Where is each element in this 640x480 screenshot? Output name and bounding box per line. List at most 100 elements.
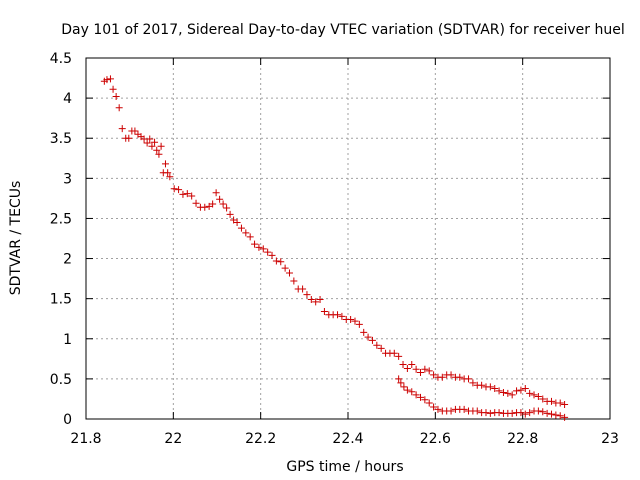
upper-branch-point [223,204,231,212]
upper-branch-point [355,320,363,328]
upper-branch-point [416,368,424,376]
upper-branch-point [153,146,161,154]
upper-branch-point [504,389,512,397]
upper-branch-point [212,189,220,197]
upper-branch-point [469,379,477,387]
chart-title: Day 101 of 2017, Sidereal Day-to-day VTE… [61,22,624,38]
lower-branch-point [495,409,503,417]
lower-branch-point [526,409,534,417]
upper-branch-point [338,312,346,320]
lower-branch-point [473,407,481,415]
upper-branch-point [539,395,547,403]
upper-branch-point [299,285,307,293]
y-axis-label: SDTVAR / TECUs [8,181,24,296]
upper-branch-point [272,257,280,265]
y-tick-label: 0 [63,412,72,428]
lower-branch-point [425,399,433,407]
lower-branch-point [547,410,555,418]
upper-branch-point [495,387,503,395]
upper-branch-point [216,195,224,203]
grid-lines [86,58,610,419]
x-tick-label: 22.8 [507,431,538,447]
lower-branch-point [539,408,547,416]
x-tick-label: 22 [164,431,182,447]
upper-branch-point [277,258,285,266]
upper-branch-point [131,127,139,135]
upper-branch-point [491,385,499,393]
upper-branch-point [233,218,241,226]
upper-branch-point [259,245,267,253]
upper-branch-point [547,397,555,405]
upper-branch-point [103,76,111,84]
upper-branch-point [161,160,169,168]
upper-branch-point [368,336,376,344]
lower-branch-point [534,407,542,415]
y-tick-label: 4 [63,91,72,107]
upper-branch-point [170,185,178,193]
upper-branch-point [486,383,494,391]
upper-branch-point [499,389,507,397]
upper-branch-point [146,135,154,143]
upper-branch-point [166,173,174,181]
upper-branch-point [157,142,165,150]
lower-branch-point [552,411,560,419]
upper-branch-point [109,85,117,93]
upper-branch-point [209,200,217,208]
upper-branch-point [421,365,429,373]
upper-branch-point [268,251,276,259]
upper-branch-point [285,269,293,277]
x-axis-label: GPS time / hours [286,459,403,475]
lower-branch-point [447,407,455,415]
upper-branch-point [112,93,120,101]
upper-branch-point [447,371,455,379]
upper-branch-point [125,134,133,142]
x-tick-label: 22.2 [245,431,276,447]
upper-branch-point [534,393,542,401]
lower-branch-point [556,412,564,420]
lower-branch-point [403,386,411,394]
upper-branch-point [183,190,191,198]
upper-branch-point [334,311,342,319]
lower-branch-point [416,393,424,401]
y-tick-label: 4.5 [50,51,72,67]
data-points [100,75,569,421]
lower-branch-point [508,409,516,417]
upper-branch-point [164,169,172,177]
upper-branch-point [115,104,123,112]
lower-branch-point [543,409,551,417]
lower-branch-point [434,405,442,413]
lower-branch-point [486,409,494,417]
upper-branch-point [561,401,569,409]
upper-branch-point [192,199,200,207]
upper-branch-point [118,125,126,133]
upper-branch-point [425,367,433,375]
upper-branch-point [219,200,227,208]
upper-branch-point [237,224,245,232]
lower-branch-point [412,391,420,399]
y-tick-label: 2 [63,252,72,268]
lower-branch-point [561,413,569,421]
upper-branch-point [151,138,159,146]
upper-branch-point [303,291,311,299]
upper-branch-point [521,385,529,393]
upper-branch-point [456,373,464,381]
upper-branch-point [526,389,534,397]
y-tick-label: 3.5 [50,131,72,147]
upper-branch-point [403,364,411,372]
upper-branch-point [412,365,420,373]
upper-branch-point [148,142,156,150]
x-tick-label: 23 [601,431,619,447]
upper-branch-point [201,203,209,211]
lower-branch-point [517,409,525,417]
lower-branch-point [460,405,468,413]
upper-branch-point [508,391,516,399]
upper-branch-point [226,210,234,218]
upper-branch-point [373,341,381,349]
lower-branch-point [430,403,438,411]
tick-labels: 21.8 22 22.2 22.4 22.6 22.8 23 0 0.5 1 1.5 2 2.5 3 3.5… [50,51,619,447]
y-tick-label: 2.5 [50,211,72,227]
upper-branch-point [316,295,324,303]
x-tick-label: 21.8 [70,431,101,447]
upper-branch-point [347,316,355,324]
